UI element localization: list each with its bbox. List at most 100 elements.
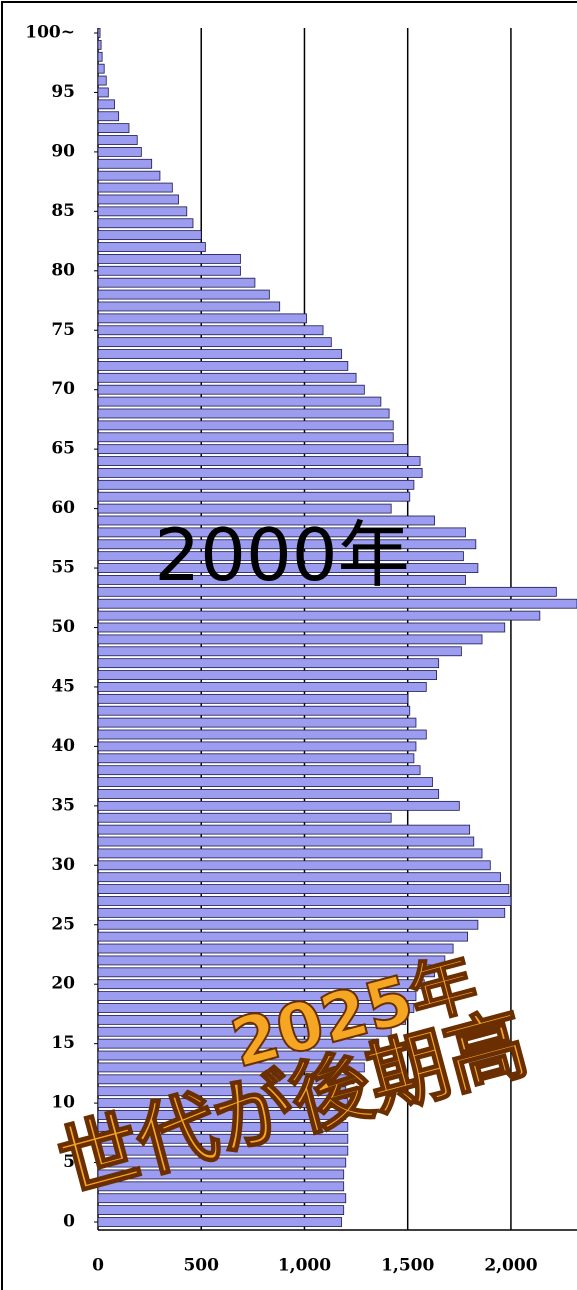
bar <box>97 1193 347 1204</box>
bar <box>97 586 557 597</box>
y-tick-label: 95 <box>51 82 75 102</box>
bar <box>97 479 415 490</box>
y-tick-label: 10 <box>51 1093 75 1113</box>
y-tick-label: 100~ <box>25 23 75 43</box>
y-tick-label: 40 <box>51 736 75 756</box>
bar <box>97 658 440 669</box>
bar <box>97 313 307 324</box>
bar <box>97 670 438 680</box>
bar <box>97 111 120 122</box>
y-tick-label: 65 <box>51 439 75 459</box>
y-tick-label: 60 <box>51 498 75 518</box>
bar <box>97 28 101 38</box>
bar <box>97 289 270 300</box>
bar <box>97 598 577 609</box>
bar <box>97 991 417 1001</box>
y-tick-label: 35 <box>51 795 75 815</box>
bar <box>97 39 102 50</box>
bar <box>97 349 343 359</box>
bar <box>97 693 409 704</box>
bar <box>97 1145 349 1156</box>
bar <box>97 1074 355 1085</box>
bar <box>97 848 483 859</box>
y-tick-label: 20 <box>51 974 75 994</box>
bar <box>97 1181 345 1192</box>
bar <box>97 539 477 550</box>
bar <box>97 919 479 930</box>
bar <box>97 967 435 978</box>
bar <box>97 444 409 455</box>
bar <box>97 265 241 276</box>
x-tick-label: 2,000 <box>484 1256 537 1276</box>
bar <box>97 1050 371 1061</box>
bar <box>97 872 502 883</box>
bar <box>97 741 417 752</box>
bar <box>97 503 392 514</box>
bar <box>97 1086 347 1097</box>
bar <box>97 456 421 466</box>
bar <box>97 182 173 193</box>
x-tick-label: 500 <box>183 1256 219 1276</box>
y-tick-label: 30 <box>51 855 75 875</box>
bar <box>97 789 440 799</box>
bar <box>97 420 394 431</box>
bar <box>97 777 433 787</box>
bar <box>97 75 107 86</box>
y-tick-label: 90 <box>51 141 75 161</box>
annotation: 2000年 <box>154 513 409 597</box>
bar <box>97 812 392 823</box>
bar <box>97 682 427 692</box>
bar <box>97 372 357 383</box>
bar <box>97 254 241 264</box>
y-tick-label: 0 <box>63 1212 75 1232</box>
bar <box>97 515 435 526</box>
bar <box>97 63 105 74</box>
bar <box>97 408 390 419</box>
bar <box>97 158 153 169</box>
bar <box>97 1169 345 1180</box>
bar <box>97 51 103 62</box>
y-tick-label: 45 <box>51 676 75 696</box>
y-tick-label: 50 <box>51 617 75 637</box>
bar <box>97 361 349 371</box>
y-tick-label: 15 <box>51 1033 75 1053</box>
bar <box>97 468 423 478</box>
bar <box>97 717 417 728</box>
bar <box>97 432 394 443</box>
bar <box>97 277 256 288</box>
bar <box>97 99 115 110</box>
bar <box>97 610 541 621</box>
bar <box>97 765 421 776</box>
bar <box>97 384 365 395</box>
bar <box>97 551 464 562</box>
bar <box>97 146 142 157</box>
bar <box>97 527 466 538</box>
bar <box>97 325 324 336</box>
bar <box>97 943 454 954</box>
bar <box>97 135 138 145</box>
y-tick-label: 70 <box>51 379 75 399</box>
bar <box>97 170 161 181</box>
bar <box>97 206 188 217</box>
bar <box>97 1026 392 1037</box>
bar <box>97 860 491 871</box>
bar <box>97 955 446 966</box>
x-tick-label: 1,500 <box>381 1256 434 1276</box>
y-tick-label: 80 <box>51 260 75 280</box>
bar <box>97 646 462 657</box>
plot-area: 0 500 1,000 1,500 2,000 0 5 10 15 20 25 30 35 40 45 50 5… <box>25 23 577 1276</box>
bar <box>97 301 281 312</box>
bar <box>97 242 206 252</box>
bar <box>97 907 506 918</box>
x-tick-label: 0 <box>92 1256 104 1276</box>
bar <box>97 824 471 835</box>
bar <box>97 1062 365 1073</box>
bar <box>97 1110 347 1120</box>
bar <box>97 634 483 645</box>
bar <box>97 123 130 134</box>
bar <box>97 337 332 348</box>
bar <box>97 1133 349 1144</box>
y-tick-label: 5 <box>63 1152 75 1172</box>
bar <box>97 230 202 241</box>
